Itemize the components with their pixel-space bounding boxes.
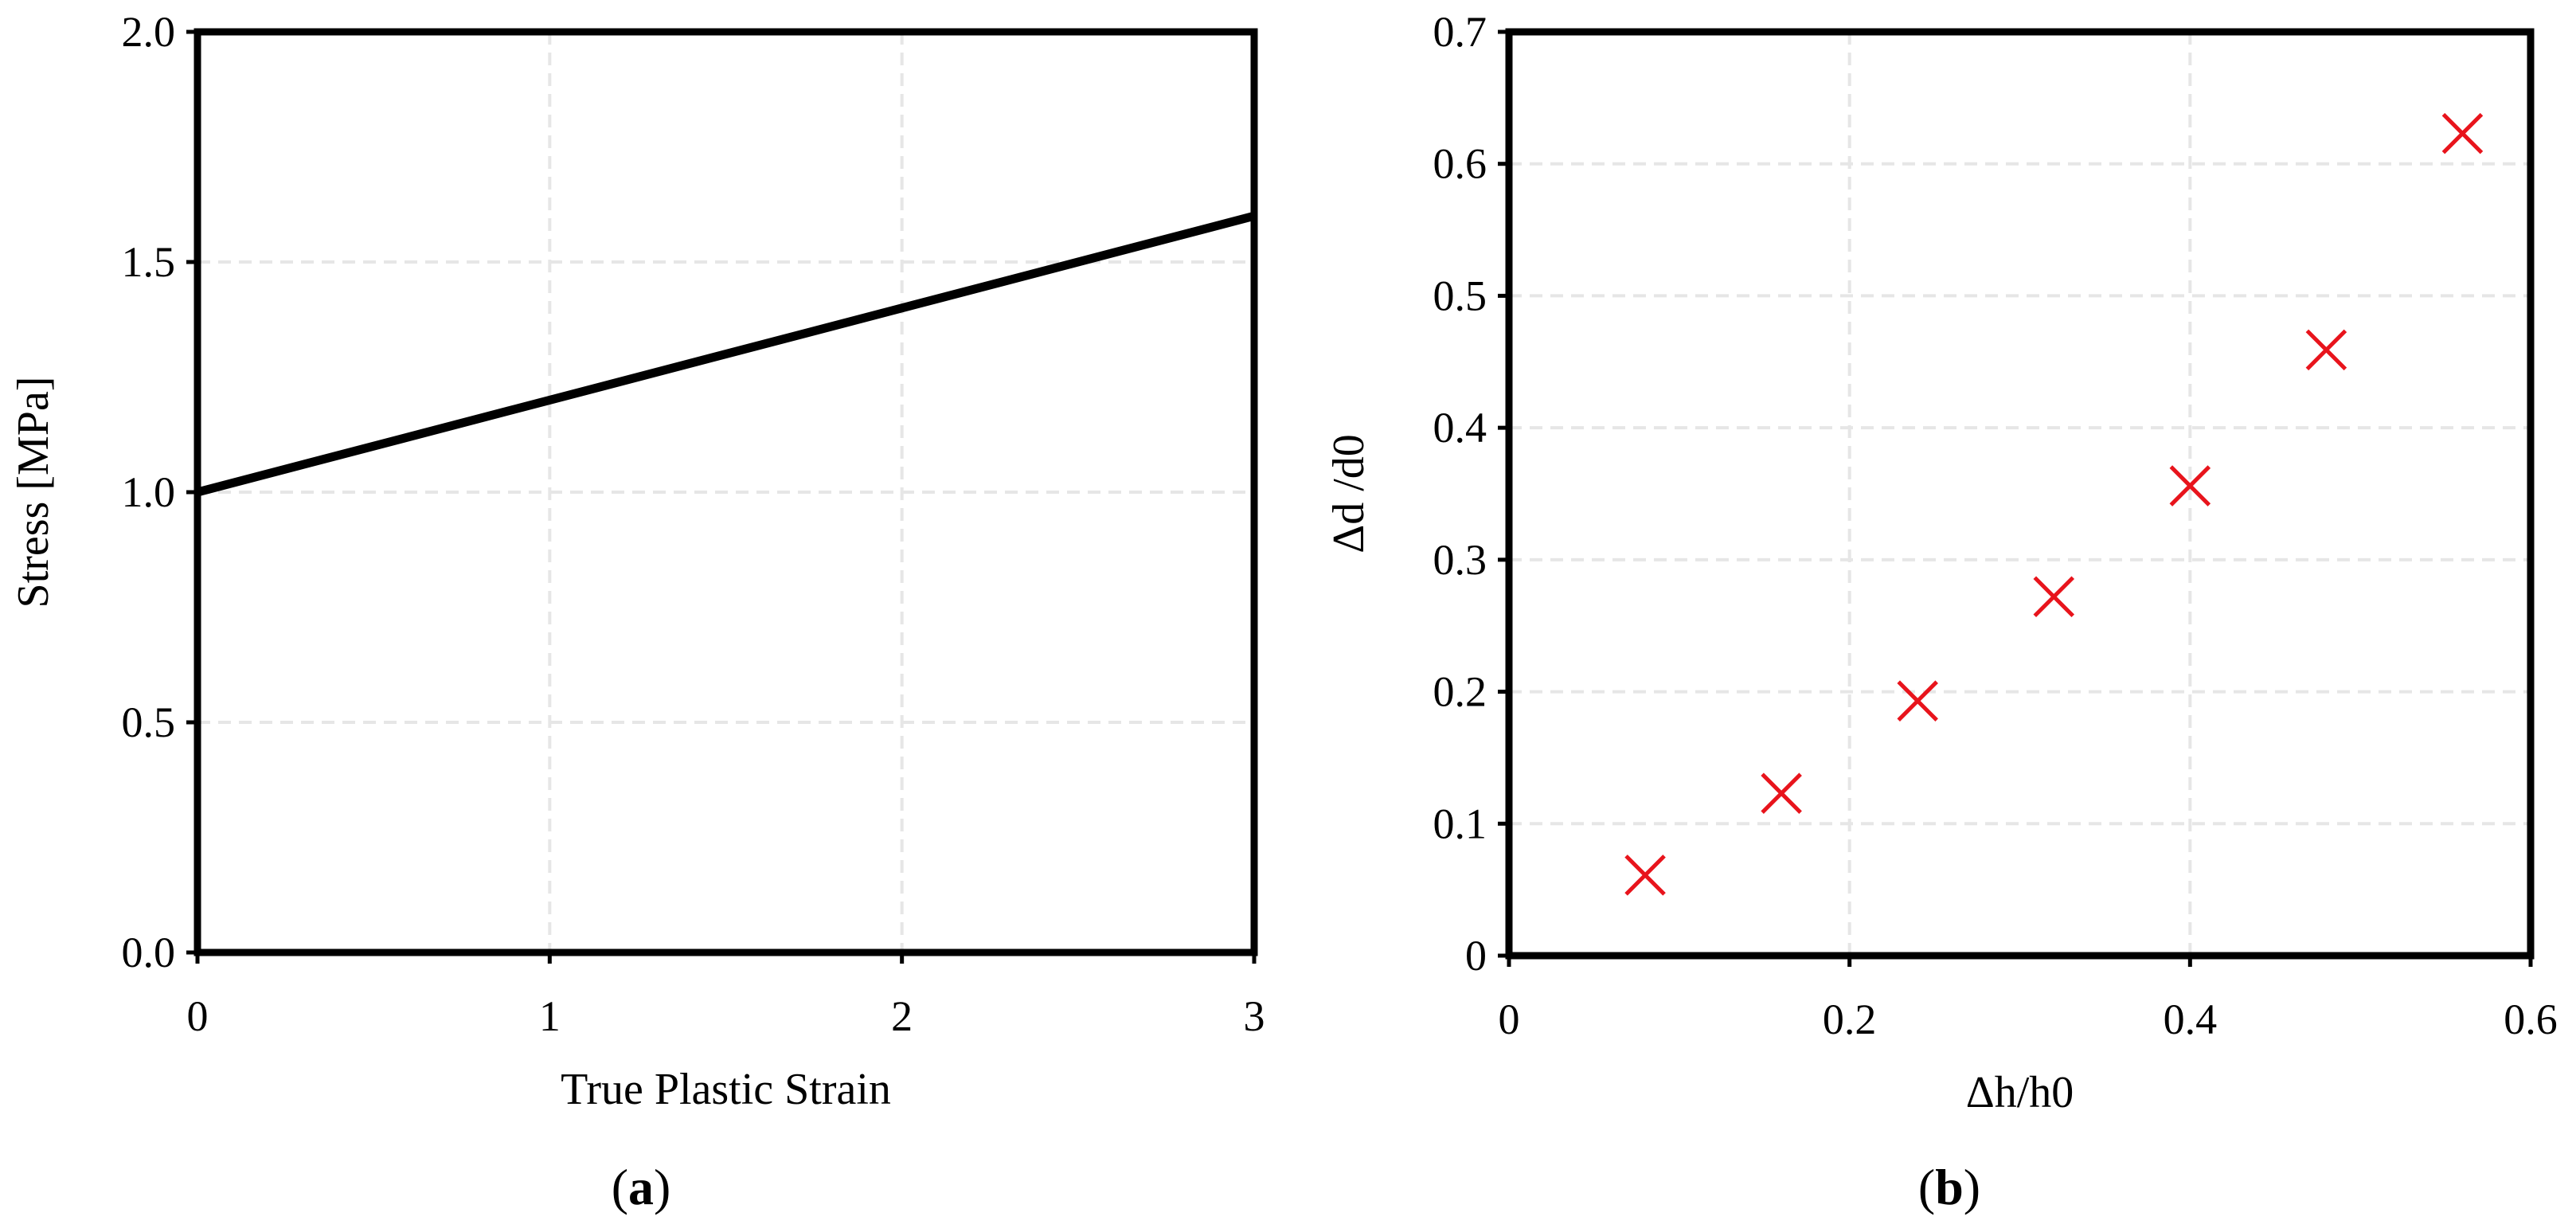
- panel-b-x-tick-label: 0.2: [1823, 995, 1877, 1043]
- panel-b-data-point: [2169, 465, 2211, 506]
- panel-b-series: [1624, 112, 2484, 896]
- panel-b-caption: (b): [1918, 1159, 1980, 1215]
- panel-a-x-tick-label: 1: [539, 992, 561, 1040]
- panel-a-series: [196, 211, 1256, 497]
- panel-b-y-tick-label: 0.5: [1433, 272, 1487, 319]
- panel-b-x-tick-label: 0: [1499, 995, 1520, 1043]
- panel-a-x-axis-title: True Plastic Strain: [561, 1065, 891, 1114]
- panel-b-data-point: [2033, 576, 2075, 618]
- panel-b-data-point: [2441, 112, 2484, 154]
- panel-a-y-tick-label: 2.0: [122, 8, 176, 56]
- panel-a-y-tick-label: 1.0: [122, 468, 176, 516]
- panel-b-y-ticks: 0 0.1 0.2 0.3 0.4 0.5 0.6 0.7: [1433, 8, 1509, 980]
- panel-b-gridlines: [1509, 32, 2531, 956]
- panel-b-caption-open: (: [1918, 1159, 1935, 1215]
- panel-b-y-tick-label: 0.3: [1433, 536, 1487, 584]
- data-point-stroke: [2033, 576, 2075, 618]
- panel-a-caption: (a): [612, 1159, 671, 1215]
- panel-b-data-point: [1897, 680, 1938, 722]
- panel-a-series-line: [196, 211, 1256, 497]
- panel-b-y-tick-label: 0.4: [1433, 404, 1487, 452]
- panel-a-y-tick-label: 0.5: [122, 698, 176, 746]
- panel-a-y-tick-label: 1.5: [122, 238, 176, 286]
- panel-b-data-point: [1761, 772, 1802, 814]
- panel-a-x-tick-label: 0: [187, 992, 209, 1040]
- panel-b-data-point: [1624, 855, 1666, 896]
- panel-a-y-axis-title: Stress [MPa]: [9, 377, 58, 608]
- panel-a-x-tick-label: 3: [1244, 992, 1265, 1040]
- panel-b-plot-frame: [1505, 28, 2535, 960]
- panel-b-data-point: [2305, 329, 2347, 371]
- panel-a-y-tick-label: 0.0: [122, 929, 176, 976]
- panel-b-x-tick-label: 0.6: [2504, 995, 2558, 1043]
- panel-b-caption-close: ): [1964, 1159, 1980, 1215]
- panel-a-caption-open: (: [612, 1159, 628, 1215]
- panel-b-y-tick-label: 0.6: [1433, 140, 1487, 188]
- panel-a-caption-letter: a: [628, 1159, 654, 1215]
- panel-a-caption-close: ): [654, 1159, 670, 1215]
- panel-a: 0 1 2 3 0.0 0.5 1.0 1.5 2.0 True Plastic Strain…: [9, 8, 1265, 1215]
- panel-a-x-tick-label: 2: [891, 992, 913, 1040]
- data-point-stroke: [2305, 329, 2347, 371]
- panel-b-y-tick-label: 0: [1465, 932, 1487, 980]
- panel-b: 0 0.2 0.4 0.6 00.10.20.30.40.50.60.7 Δh/h0 …: [1324, 8, 2558, 1215]
- panel-a-gridlines: [197, 32, 1254, 952]
- panel-a-y-ticks: 0.0 0.5 1.0 1.5 2.0: [122, 8, 197, 976]
- data-point-stroke: [2169, 465, 2211, 506]
- data-point-stroke: [1761, 772, 1802, 814]
- panel-b-x-ticks: 0 0.2 0.4 0.6: [1499, 956, 2558, 1043]
- data-point-stroke: [1897, 680, 1938, 722]
- panel-b-y-tick-label: 0.2: [1433, 668, 1487, 716]
- panel-b-x-axis-title: Δh/h0: [1966, 1068, 2074, 1117]
- panel-b-y-tick-label: 0.7: [1433, 8, 1487, 56]
- panel-a-x-ticks: 0 1 2 3: [187, 952, 1265, 1040]
- data-point-stroke: [1624, 855, 1666, 896]
- panel-b-x-tick-label: 0.4: [2164, 995, 2218, 1043]
- panel-b-y-axis-title: Δd /d0: [1324, 434, 1374, 553]
- panel-b-y-tick-label: 0.1: [1433, 800, 1487, 847]
- data-point-stroke: [2441, 112, 2484, 154]
- panel-b-caption-letter: b: [1935, 1159, 1964, 1215]
